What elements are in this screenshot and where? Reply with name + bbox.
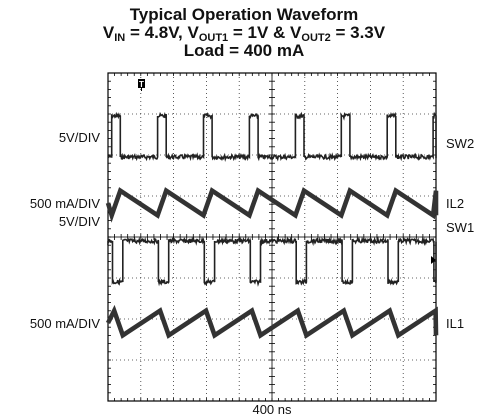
trigger-marker: T (138, 79, 145, 91)
series-label-il1: IL1 (446, 316, 464, 331)
vout1-value: = 1V & V (228, 23, 302, 42)
trace-il2 (105, 187, 439, 223)
scale-label-sw1: 5V/DIV (59, 214, 101, 229)
series-label-sw1: SW1 (446, 220, 474, 235)
scale-label-il1: 500 mA/DIV (30, 316, 100, 331)
trigger-marker-text: T (139, 80, 144, 89)
scale-label-il2: 500 mA/DIV (30, 196, 100, 211)
sw1-level-marker (431, 256, 436, 264)
scale-label-sw2: 5V/DIV (59, 130, 101, 145)
trace-sw2 (107, 111, 437, 162)
time-scale-label: 400 ns (252, 402, 292, 417)
figure-title-block: Typical Operation Waveform VIN = 4.8V, V… (0, 6, 488, 60)
chart-title: Typical Operation Waveform (129, 5, 359, 24)
vout2-value: = 3.3V (330, 23, 386, 42)
trace-layer (105, 111, 439, 339)
series-label-sw2: SW2 (446, 136, 474, 151)
vout2-subscript: OUT2 (301, 32, 331, 44)
vin-value: = 4.8V, V (125, 23, 199, 42)
vin-label: V (102, 23, 115, 42)
vout1-subscript: OUT1 (198, 32, 229, 44)
chart-subtitle-load: Load = 400 mA (183, 41, 305, 60)
series-label-il2: IL2 (446, 196, 464, 211)
trigger-marker-box (138, 79, 145, 88)
chart-subtitle-voltages: VIN = 4.8V, VOUT1 = 1V & VOUT2 = 3.3V (0, 23, 488, 44)
label-layer: 5V/DIV SW2 500 mA/DIV IL2 5V/DIV SW1 500 mA/DI… (30, 130, 474, 331)
trace-sw1 (107, 235, 437, 287)
vin-subscript: IN (114, 32, 126, 44)
grid-layer (107, 72, 437, 402)
trace-il1 (105, 304, 439, 339)
